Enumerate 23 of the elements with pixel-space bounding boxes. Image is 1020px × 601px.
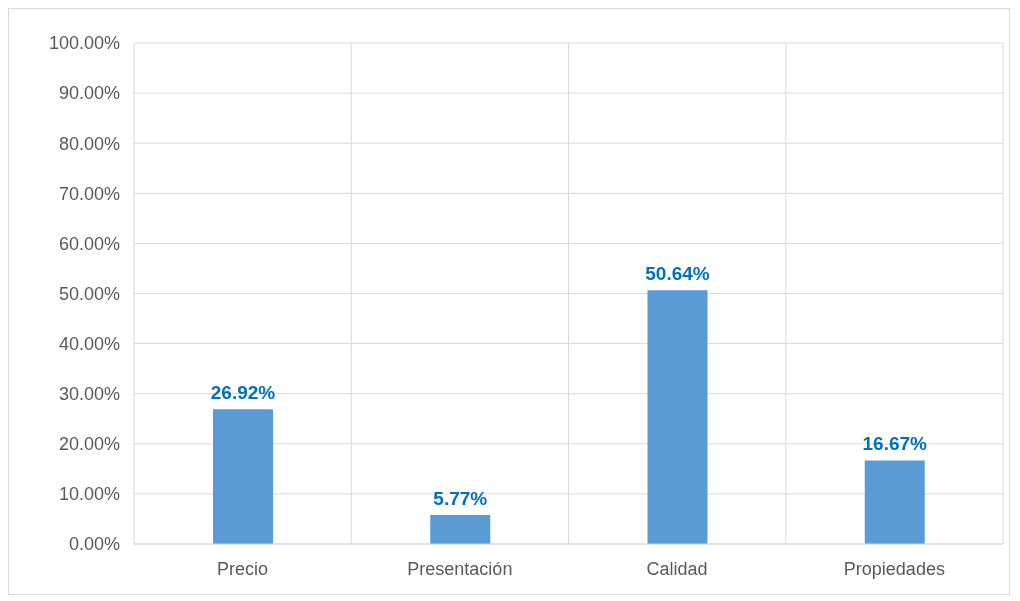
y-tick-label: 70.00% [58,183,120,204]
y-tick-label: 80.00% [58,133,120,154]
y-tick-label: 10.00% [58,484,120,505]
y-tick-label: 40.00% [58,333,120,354]
y-tick-label: 60.00% [58,233,120,254]
data-label: 5.77% [433,488,488,510]
data-label: 50.64% [645,263,710,285]
x-tick-label: Presentación [407,558,513,579]
y-tick-label: 50.00% [58,283,120,304]
y-tick-label: 100.00% [48,33,120,54]
y-tick-label: 0.00% [68,534,120,555]
x-tick-label: Calidad [646,558,708,579]
y-tick-label: 90.00% [58,83,120,104]
data-label: 16.67% [862,433,928,455]
y-tick-label: 20.00% [58,434,120,455]
data-label: 26.92% [210,382,276,404]
x-tick-label: Precio [217,558,269,579]
y-tick-label: 30.00% [58,384,120,405]
bar [213,409,273,544]
bar [864,460,925,544]
bar [647,290,708,544]
x-tick-label: Propiedades [843,558,945,579]
bar [430,515,491,544]
